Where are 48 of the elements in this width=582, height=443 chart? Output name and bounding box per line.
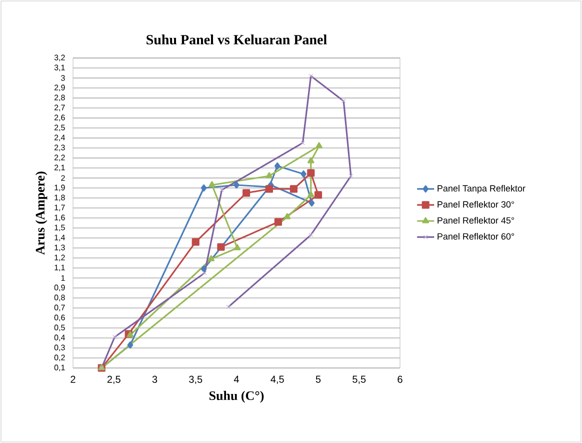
y-tick-label: 1,3	[54, 244, 65, 252]
y-tick-label: 1,4	[54, 234, 65, 242]
y-tick-label: 0,1	[54, 364, 65, 372]
chart-title: Suhu Panel vs Keluaran Panel	[146, 34, 327, 44]
y-tick-label: 1,8	[54, 194, 65, 202]
legend-label: Panel Reflektor 60°	[438, 233, 514, 240]
y-tick-label: 2,7	[54, 104, 65, 112]
x-tick-label: 2	[70, 376, 76, 383]
legend-label: Panel Tanpa Reflektor	[438, 184, 526, 194]
y-axis-title: Arus (Ampere)	[35, 172, 48, 255]
x-tick-label: 6	[398, 376, 402, 383]
x-tick-label: 2,5	[107, 376, 120, 384]
y-tick-label: 0,5	[54, 324, 65, 332]
x-tick-label: 4	[234, 376, 239, 383]
y-tick-label: 0,6	[54, 314, 65, 322]
y-tick-label: 3	[61, 75, 65, 81]
y-tick-label: 1,1	[54, 264, 65, 272]
y-tick-label: 0,8	[54, 294, 65, 302]
y-tick-label: 0,7	[54, 304, 65, 312]
y-tick-label: 2,4	[54, 134, 65, 142]
y-tick-label: 2,9	[54, 84, 65, 92]
y-tick-label: 1	[61, 275, 65, 281]
y-tick-label: 2,3	[54, 144, 65, 152]
y-tick-label: 3,2	[54, 54, 65, 62]
y-tick-label: 2,6	[54, 114, 65, 122]
y-tick-label: 1,6	[54, 214, 65, 222]
x-tick-label: 4,5	[270, 376, 284, 384]
legend-label: Panel Reflektor 45°	[438, 216, 514, 224]
y-tick-label: 0,2	[54, 354, 65, 362]
y-tick-label: 3,1	[54, 64, 65, 72]
x-tick-label: 5,5	[352, 376, 366, 384]
y-tick-label: 2,1	[54, 164, 65, 172]
y-tick-label: 1,2	[54, 254, 65, 262]
x-axis-title: Suhu (C°)	[209, 390, 264, 403]
y-tick-label: 1,9	[54, 184, 65, 192]
y-tick-label: 2,5	[54, 124, 65, 132]
y-tick-label: 2,8	[54, 94, 65, 102]
y-tick-label: 2,2	[54, 154, 65, 162]
y-tick-label: 1,5	[54, 224, 65, 232]
y-tick-label: 0,3	[54, 344, 65, 352]
y-tick-label: 1,7	[54, 204, 65, 212]
x-tick-label: 3	[152, 376, 158, 383]
y-tick-label: 2	[61, 175, 65, 181]
x-tick-label: 5	[316, 376, 321, 383]
legend-label: Panel Reflektor 30°	[438, 200, 514, 208]
x-tick-label: 3,5	[189, 376, 202, 384]
y-tick-label: 0,4	[54, 334, 65, 342]
y-tick-label: 0,9	[54, 284, 65, 292]
